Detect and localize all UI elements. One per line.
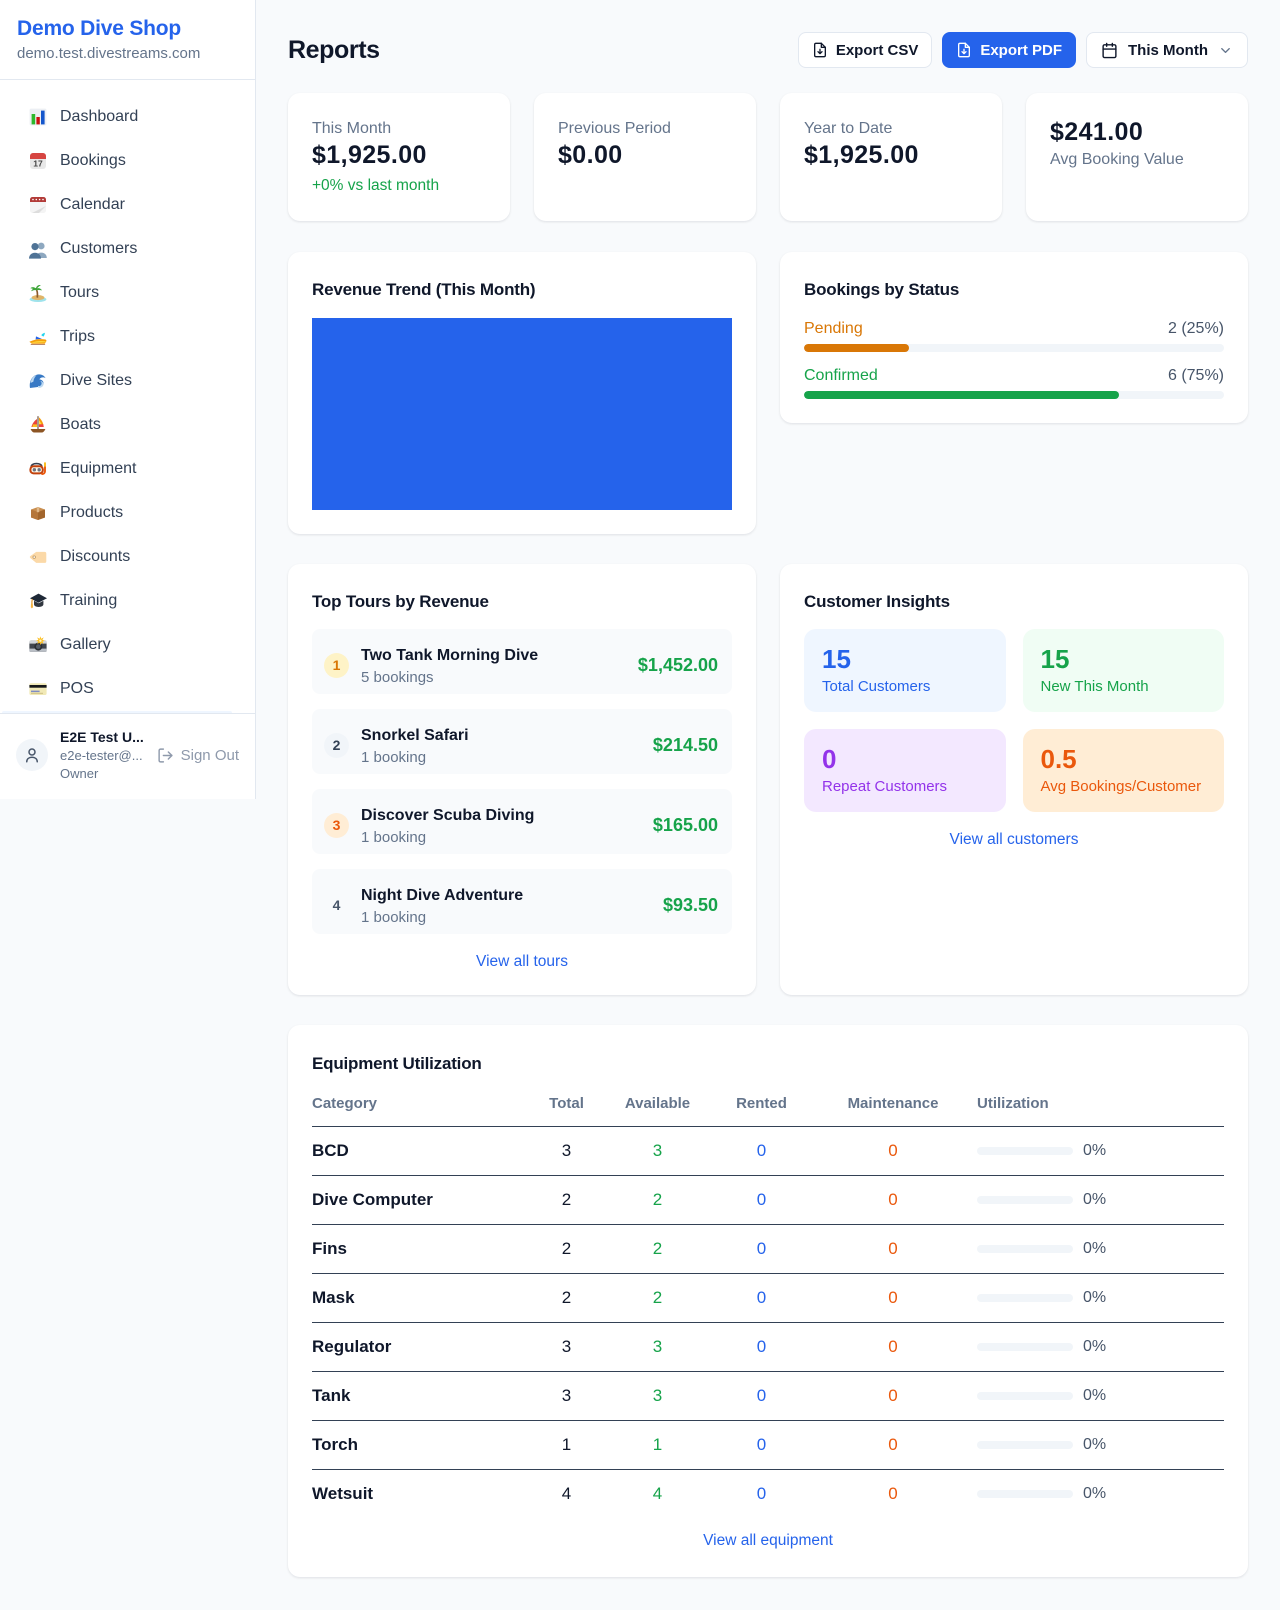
- svg-text:17: 17: [33, 159, 43, 169]
